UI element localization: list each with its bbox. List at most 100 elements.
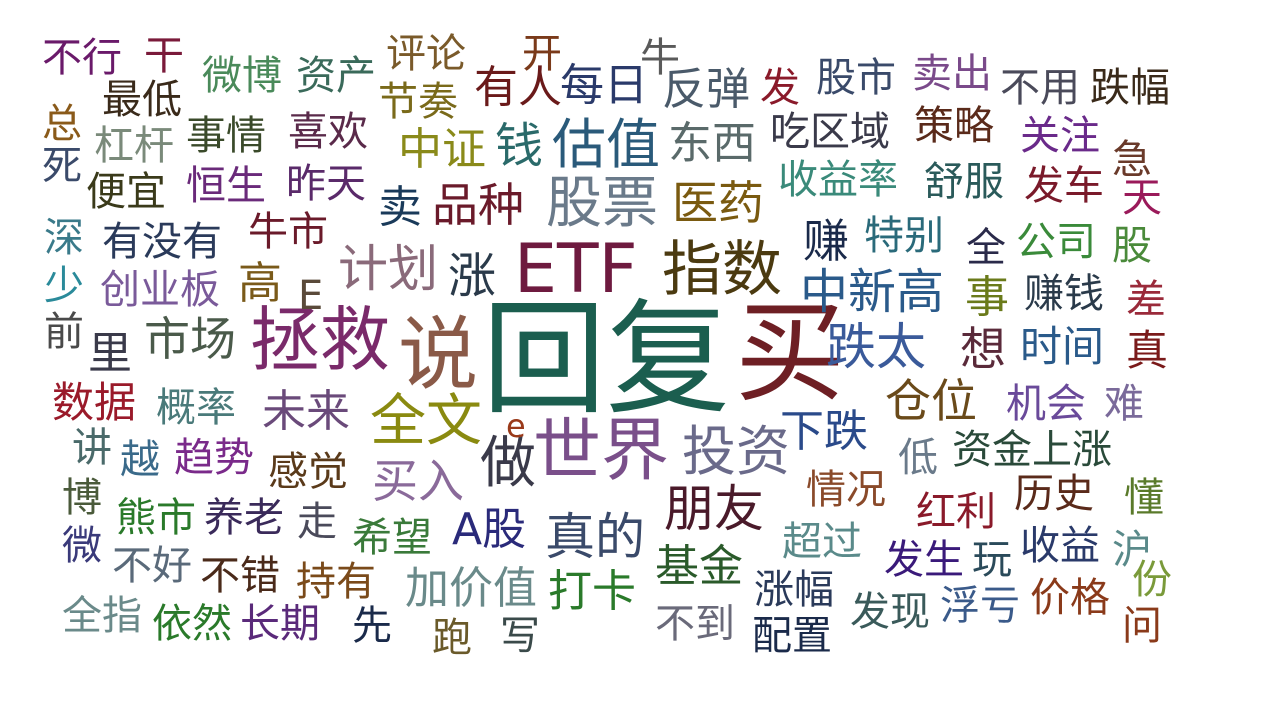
word-youren: 有人 xyxy=(474,62,562,113)
word-gailv: 概率 xyxy=(156,385,236,431)
word-fasheng: 发生 xyxy=(884,537,964,583)
word-si: 死 xyxy=(42,143,82,189)
word-shufu: 舒服 xyxy=(924,159,1004,205)
word-maichu: 卖出 xyxy=(912,51,992,97)
word-weibo: 微博 xyxy=(202,53,282,99)
word-ganjue: 感觉 xyxy=(268,449,348,495)
word-qushi: 趋势 xyxy=(174,435,254,481)
word-zijinshangzhang: 资金上涨 xyxy=(952,427,1112,473)
word-zuotian: 昨天 xyxy=(286,161,366,207)
word-buhao: 不好 xyxy=(112,543,192,589)
word-jijin: 基金 xyxy=(655,541,743,592)
word-zichan: 资产 xyxy=(296,53,376,99)
word-zuo: 做 xyxy=(480,431,536,496)
word-weilai: 未来 xyxy=(262,386,350,437)
word-wen: 问 xyxy=(1122,603,1162,649)
word-shijie: 世界 xyxy=(533,412,670,491)
word-shuju: 数据 xyxy=(52,378,137,427)
word-dongxi: 东西 xyxy=(668,118,756,169)
word-gongsi: 公司 xyxy=(1016,219,1096,265)
word-xiongshi: 熊市 xyxy=(116,495,196,541)
word-mairu: 买入 xyxy=(372,454,464,508)
word-xihuan: 喜欢 xyxy=(288,109,368,155)
word-guanzhu: 关注 xyxy=(1020,113,1100,159)
word-cangwei: 仓位 xyxy=(885,374,977,428)
word-agu: A股 xyxy=(452,504,527,555)
word-shijian: 时间 xyxy=(1020,322,1105,371)
word-jiang: 讲 xyxy=(72,425,112,471)
word-fen: 份 xyxy=(1132,557,1172,603)
word-qingkuang: 情况 xyxy=(806,467,886,513)
word-shuo: 说 xyxy=(398,308,478,401)
word-fa: 发 xyxy=(760,65,800,111)
word-shichang: 市场 xyxy=(144,312,236,366)
word-ji: 急 xyxy=(1112,137,1152,183)
word-hu: 沪 xyxy=(1112,527,1152,573)
word-zhuan: 赚 xyxy=(803,214,849,268)
word-kai: 开 xyxy=(522,31,562,77)
word-mai-sell: 卖 xyxy=(378,182,422,233)
word-letter-e: e xyxy=(506,407,526,445)
word-celue: 策略 xyxy=(914,103,994,149)
word-jiezou: 节奏 xyxy=(378,79,458,125)
word-pianyi: 便宜 xyxy=(86,169,166,215)
word-shen: 深 xyxy=(44,215,84,261)
word-buxing: 不行 xyxy=(42,35,122,81)
word-yue: 越 xyxy=(120,437,160,483)
word-daka: 打卡 xyxy=(548,566,636,617)
word-zhuanqian: 赚钱 xyxy=(1024,271,1104,317)
word-yiran: 依然 xyxy=(152,601,232,647)
word-fukui: 浮亏 xyxy=(940,583,1020,629)
word-xie: 写 xyxy=(500,613,540,659)
word-dong: 懂 xyxy=(1124,475,1164,521)
word-huifu: 回复 xyxy=(482,288,731,432)
word-zhangfu: 涨幅 xyxy=(754,567,834,613)
word-chaoguo: 超过 xyxy=(782,519,862,565)
word-qian-front: 前 xyxy=(44,309,84,355)
word-pinzhong: 品种 xyxy=(432,178,524,232)
word-zhongzheng: 中证 xyxy=(398,124,486,175)
word-letter-E: E xyxy=(298,273,324,319)
word-gan: 干 xyxy=(144,33,184,79)
word-zou: 走 xyxy=(297,499,337,545)
word-yanglao: 养老 xyxy=(204,495,284,541)
word-quanzhi: 全指 xyxy=(62,593,142,639)
word-chiyou: 持有 xyxy=(296,559,376,605)
word-gushi: 股市 xyxy=(816,55,896,101)
word-yiyao: 医药 xyxy=(672,176,764,230)
word-di: 低 xyxy=(898,435,938,481)
word-zhishu: 指数 xyxy=(662,235,782,305)
word-wan: 玩 xyxy=(972,537,1012,583)
word-shouyilv: 收益率 xyxy=(778,157,898,203)
word-jihua: 计划 xyxy=(338,240,438,298)
word-faxian: 发现 xyxy=(850,589,930,635)
word-dietai: 跌太 xyxy=(826,318,926,376)
word-hongli: 红利 xyxy=(916,489,996,535)
word-pao: 跑 xyxy=(432,615,472,661)
word-qian: 钱 xyxy=(495,118,544,174)
word-zong: 总 xyxy=(42,101,82,147)
word-pinglun: 评论 xyxy=(386,31,466,77)
word-jiage: 价格 xyxy=(1030,575,1110,621)
word-chuangyeban: 创业板 xyxy=(100,267,220,313)
word-fantan: 反弹 xyxy=(662,64,750,115)
word-bo: 博 xyxy=(62,475,102,521)
word-zhen: 真 xyxy=(1126,326,1169,375)
word-guzhi: 估值 xyxy=(552,113,660,176)
word-xiadie: 下跌 xyxy=(780,406,868,457)
word-zuidi: 最低 xyxy=(102,77,182,123)
word-li: 里 xyxy=(88,328,132,379)
word-etf: ETF xyxy=(514,230,638,309)
word-budao: 不到 xyxy=(655,601,735,647)
word-fache: 发车 xyxy=(1024,163,1104,209)
word-pengyou: 朋友 xyxy=(664,480,764,538)
word-xiang: 想 xyxy=(960,322,1006,376)
word-hengsheng: 恒生 xyxy=(186,163,266,209)
word-buyong: 不用 xyxy=(1000,65,1080,111)
word-shao: 少 xyxy=(44,263,84,309)
word-shi: 事 xyxy=(965,272,1009,323)
word-changqi: 长期 xyxy=(240,601,320,647)
word-niu: 牛 xyxy=(640,35,680,81)
word-shouyi: 收益 xyxy=(1020,523,1100,569)
word-wei: 微 xyxy=(62,523,102,569)
